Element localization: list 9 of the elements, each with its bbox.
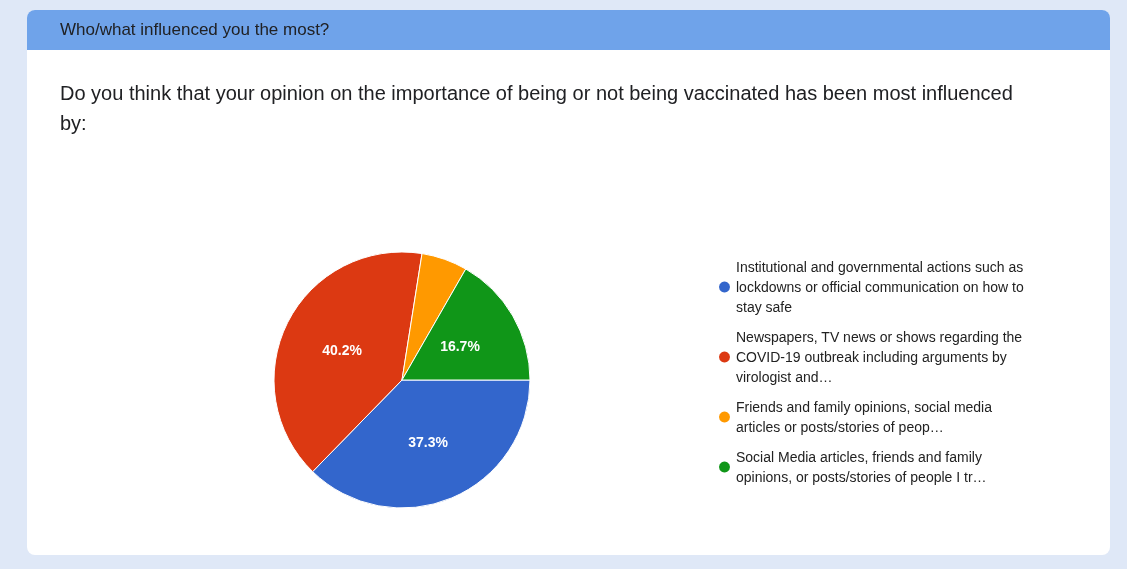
data-label: 40.2% — [322, 341, 363, 358]
data-label: 37.3% — [408, 433, 449, 450]
legend-label: Social Media articles, friends and family opinions, or posts/stories of people I tr… — [736, 449, 987, 485]
legend-label: Institutional and governmental actions such as lockdowns or official communication on how to stay safe — [736, 259, 1028, 315]
legend-label: Newspapers, TV news or shows regarding the COVID-19 outbreak including arguments by virologist and… — [736, 329, 1026, 385]
data-label: 16.7% — [440, 338, 481, 355]
chart-title: Who/what influenced you the most? — [60, 20, 330, 40]
legend-label: Friends and family opinions, social media articles or posts/stories of peop… — [736, 399, 996, 435]
chart-subtitle: Do you think that your opinion on the importance of being or not being vaccinated has been most influenced by: — [60, 81, 1014, 136]
